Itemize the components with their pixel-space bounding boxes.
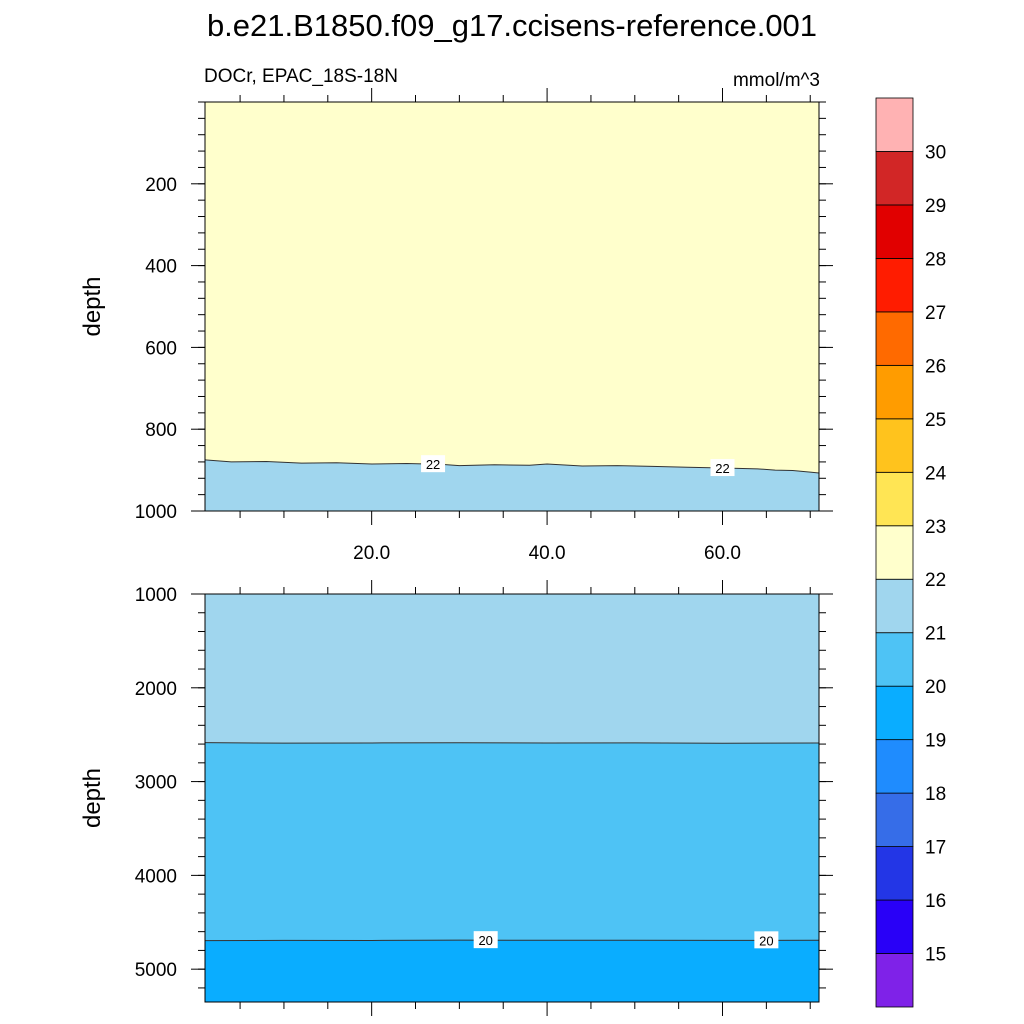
colorbar-swatch [875,899,914,954]
y-tick-label: 1000 [135,585,177,606]
contour-label: 20 [759,933,773,948]
colorbar-swatch [875,258,914,313]
contour-line-22 [204,459,820,474]
contour-label-box [754,931,779,949]
colorbar-swatch [875,632,914,687]
colorbar-label: 26 [925,356,946,377]
y-tick-label: 200 [145,175,177,196]
colorbar-label: 21 [925,624,946,645]
colorbar-swatch [875,364,914,420]
y-tick-label: 4000 [135,866,177,887]
colorbar-swatch [875,204,914,259]
colorbar-swatch [875,953,914,1008]
colorbar-label: 24 [925,463,947,484]
x-tick-label: 60.0 [704,543,741,564]
colorbar-label: 27 [925,303,946,324]
chart-title: b.e21.B1850.f09_g17.ccisens-reference.00… [207,8,817,43]
x-tick-label: 20.0 [353,543,390,564]
colorbar-swatch [875,578,914,634]
colorbar-label: 20 [925,677,946,698]
y-axis-label: depth [79,276,106,336]
colorbar-label: 30 [925,142,946,163]
y-axis-label: depth [79,768,106,828]
units-label: mmol/m^3 [733,70,820,91]
colorbar-label: 23 [925,517,946,538]
colorbar-swatch [875,846,914,901]
colorbar-swatch [875,792,914,847]
y-tick-label: 800 [145,420,177,441]
x-tick-label: 40.0 [529,543,566,564]
colorbar-swatch [875,471,914,527]
panel-lower: 20 20 1000 2000 3000 4000 5000 depth [79,580,833,1016]
colorbar-swatch [875,525,914,580]
y-tick-label: 600 [145,338,177,359]
colorbar-label: 19 [925,731,946,752]
colorbar-label: 17 [925,838,946,859]
colorbar-swatch [875,311,914,366]
panel-frame [204,593,820,1003]
contour-label: 22 [426,457,440,472]
colorbar-swatch [875,418,914,473]
contour-label-box [421,455,446,473]
panel-background [205,102,819,511]
colorbar-label: 28 [925,249,946,270]
colorbar-label: 15 [925,945,946,966]
colorbar-swatch [875,739,914,794]
contour-line-21 [204,742,820,744]
contour-fill-region [205,742,819,1002]
contour-label-box [473,931,498,949]
colorbar-swatch [875,685,914,741]
colorbar-label: 16 [925,891,946,912]
y-tick-label: 400 [145,257,177,278]
panel-frame [204,101,820,512]
y-tick-label: 2000 [135,679,177,700]
colorbar-label: 29 [925,196,946,217]
colorbar-label: 18 [925,784,946,805]
colorbar-swatch [875,151,914,206]
panel-subtitle: DOCr, EPAC_18S-18N [204,66,398,87]
colorbar-label: 25 [925,410,946,431]
panel-upper: 22 22 200 400 600 800 1000 20.0 40.0 60.0 depth [79,88,833,564]
contour-fill-region [205,940,819,1002]
colorbar-label: 22 [925,570,946,591]
y-tick-label: 3000 [135,773,177,794]
colorbar-swatch [875,97,914,152]
y-tick-label: 1000 [135,502,177,523]
contour-label-box [710,459,735,477]
y-tick-label: 5000 [135,960,177,981]
contour-label: 22 [715,461,729,476]
contour-label: 20 [478,933,492,948]
colorbar: 15 16 17 18 19 20 21 22 23 24 25 26 27 28 29 30 [875,97,947,1008]
contour-fill-region [205,459,819,511]
